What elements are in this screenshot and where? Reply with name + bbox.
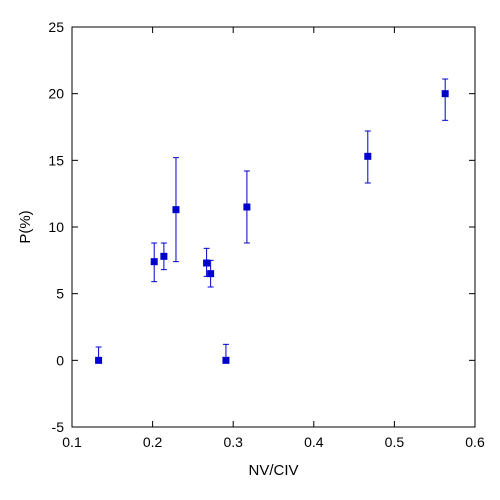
y-tick-label: 0 [56, 352, 64, 368]
data-point [95, 357, 102, 364]
x-axis-ticks: 0.1 0.2 0.3 0.4 0.5 0.6 [62, 27, 485, 450]
data-point [207, 270, 214, 277]
y-tick-label: 15 [48, 152, 64, 168]
y-tick-label: 5 [56, 286, 64, 302]
error-bar [442, 79, 448, 120]
y-tick-label: 25 [48, 19, 64, 35]
x-tick-label: 0.4 [304, 434, 324, 450]
y-tick-label: 10 [48, 219, 64, 235]
data-point [160, 253, 167, 260]
y-axis-label: P(%) [17, 210, 34, 243]
x-tick-label: 0.5 [385, 434, 405, 450]
data-point [364, 153, 371, 160]
data-point [151, 258, 158, 265]
error-bars [96, 79, 449, 360]
y-axis-ticks: -5 0 5 10 15 20 25 [48, 19, 475, 435]
x-tick-label: 0.3 [223, 434, 243, 450]
data-point [243, 204, 250, 211]
x-tick-label: 0.2 [143, 434, 163, 450]
data-markers [95, 90, 449, 364]
data-point [442, 90, 449, 97]
y-tick-label: 20 [48, 86, 64, 102]
x-tick-label: 0.6 [465, 434, 485, 450]
plot-frame [72, 27, 475, 427]
data-point [172, 206, 179, 213]
data-point [203, 260, 210, 267]
x-tick-label: 0.1 [62, 434, 82, 450]
y-tick-label: -5 [52, 419, 65, 435]
data-point [222, 357, 229, 364]
x-axis-label: NV/CIV [248, 462, 298, 479]
